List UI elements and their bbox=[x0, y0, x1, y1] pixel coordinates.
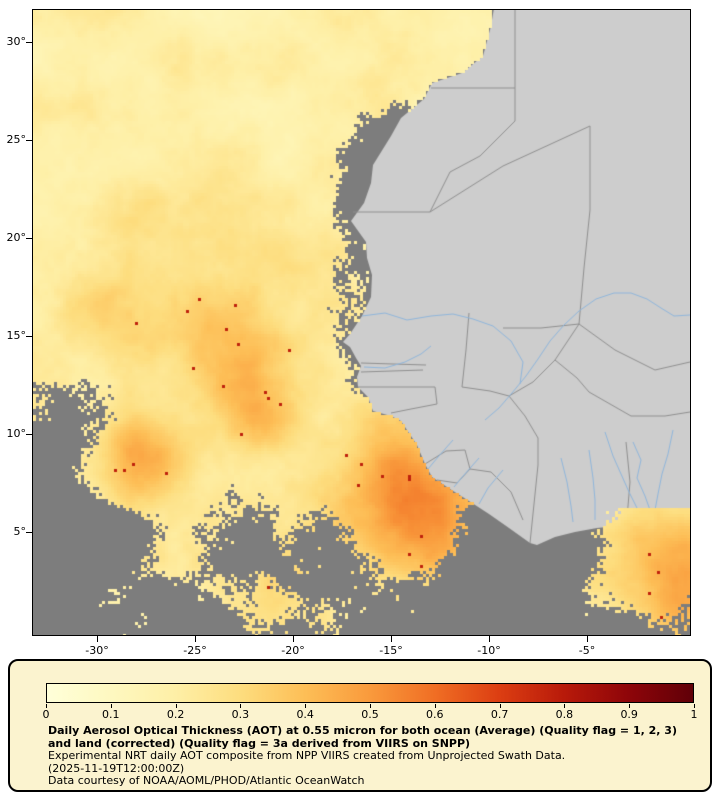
lat-tick-mark bbox=[26, 531, 32, 533]
legend-credit: Data courtesy of NOAA/AOML/PHOD/Atlantic… bbox=[48, 774, 365, 788]
lat-tick-mark bbox=[26, 237, 32, 239]
legend-title: Daily Aerosol Optical Thickness (AOT) at… bbox=[48, 724, 677, 750]
lon-tick-label: -25° bbox=[183, 644, 207, 657]
lat-tick-label: 30° bbox=[6, 35, 27, 48]
colorbar-tick-mark bbox=[240, 704, 242, 708]
lon-tick-mark bbox=[96, 636, 98, 642]
colorbar-tick-label: 0.6 bbox=[426, 708, 444, 721]
legend-timestamp: (2025-11-19T12:00:00Z) bbox=[48, 761, 185, 775]
colorbar-tick-mark bbox=[499, 704, 501, 708]
legend-subtitle: Experimental NRT daily AOT composite fro… bbox=[48, 749, 566, 763]
lat-tick-mark bbox=[26, 41, 32, 43]
map-panel: 30° 25° 20° 15° 10° 5° -30° -25° -20° -15° -10° -5° bbox=[6, 9, 691, 657]
colorbar-tick-label: 0.1 bbox=[102, 708, 120, 721]
lon-tick-mark bbox=[586, 636, 588, 642]
colorbar-tick-mark bbox=[305, 704, 307, 708]
lat-tick-label: 25° bbox=[6, 133, 27, 146]
lat-tick-mark bbox=[26, 139, 32, 141]
lat-tick-label: 15° bbox=[6, 329, 27, 342]
colorbar-tick-label: 0.5 bbox=[361, 708, 379, 721]
colorbar-tick-mark bbox=[564, 704, 566, 708]
colorbar-tick-mark bbox=[110, 704, 112, 708]
colorbar-tick-mark bbox=[629, 704, 631, 708]
lon-tick-label: -20° bbox=[281, 644, 305, 657]
colorbar-tick-mark bbox=[370, 704, 371, 708]
colorbar-tick-label: 0.8 bbox=[555, 708, 574, 721]
lat-tick-label: 10° bbox=[6, 427, 27, 440]
colorbar-tick-mark bbox=[434, 704, 436, 708]
colorbar-tick-mark bbox=[175, 704, 177, 708]
lat-tick-mark bbox=[26, 335, 32, 337]
colorbar-tick-label: 1 bbox=[690, 708, 698, 721]
colorbar-tick-mark bbox=[46, 704, 47, 708]
colorbar-tick-label: 0.2 bbox=[166, 708, 185, 721]
colorbar-tick-label: 0 bbox=[42, 708, 50, 721]
colorbar-tick-label: 0.3 bbox=[231, 708, 250, 721]
legend-panel: Daily Aerosol Optical Thickness (AOT) at… bbox=[8, 659, 712, 792]
lon-tick-label: -30° bbox=[85, 644, 109, 657]
lon-tick-mark bbox=[292, 636, 294, 642]
lat-tick-mark bbox=[26, 433, 32, 435]
colorbar-tick-mark bbox=[694, 704, 695, 708]
aot-map-canvas bbox=[33, 10, 690, 635]
colorbar-tick-label: 0.4 bbox=[296, 708, 314, 721]
lat-tick-label: 20° bbox=[6, 231, 27, 244]
lon-tick-mark bbox=[194, 636, 196, 642]
lon-tick-mark bbox=[390, 636, 392, 642]
colorbar-tick-label: 0.9 bbox=[620, 708, 638, 721]
lon-tick-label: -5° bbox=[578, 644, 596, 657]
lat-tick-label: 5° bbox=[13, 525, 27, 538]
colorbar-tick-label: 0.7 bbox=[490, 708, 509, 721]
lon-tick-label: -15° bbox=[379, 644, 403, 657]
colorbar-gradient bbox=[46, 683, 694, 703]
lon-tick-mark bbox=[488, 636, 490, 642]
lon-tick-label: -10° bbox=[477, 644, 501, 657]
legend-caption: Daily Aerosol Optical Thickness (AOT) at… bbox=[48, 724, 696, 788]
map-frame bbox=[32, 9, 691, 636]
